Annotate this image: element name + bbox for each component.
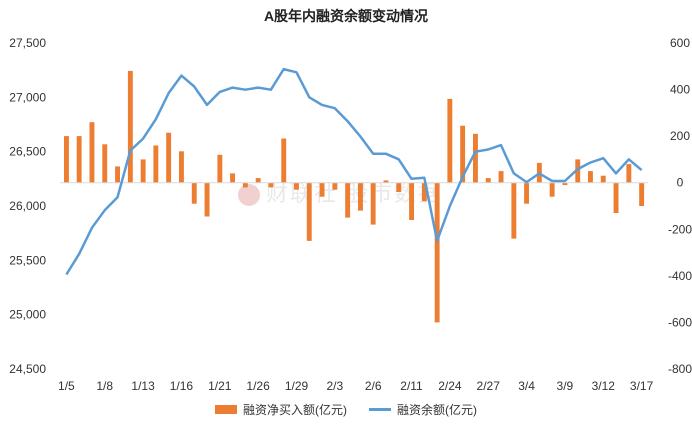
right-tick-label: 0 (677, 176, 684, 190)
bar-36 (524, 182, 529, 204)
bar-32 (473, 133, 478, 183)
x-tick-label: 2/6 (365, 379, 382, 393)
left-tick-label: 25,000 (9, 308, 46, 322)
bar-35 (511, 182, 517, 239)
legend: 融资净买入额(亿元) 融资余额(亿元) (0, 401, 692, 418)
right-tick-label: -400 (668, 269, 692, 283)
bar-11 (204, 182, 210, 217)
bar-38 (549, 182, 555, 197)
legend-swatch-bar (215, 405, 237, 414)
bar-19 (306, 182, 312, 241)
right-axis: -800 -600 -400 -200 0 200 400 600 (668, 36, 692, 376)
bar-44 (626, 164, 632, 183)
x-tick-label: 2/24 (438, 379, 462, 393)
x-tick-label: 3/4 (518, 379, 535, 393)
left-axis: 24,500 25,000 25,500 26,000 26,500 27,000 27,5… (9, 36, 46, 376)
x-tick-label: 1/26 (246, 379, 270, 393)
bar-0 (64, 136, 69, 183)
bar-12 (217, 154, 223, 183)
right-tick-label: 600 (670, 36, 690, 50)
bar-42 (600, 175, 606, 183)
bar-2 (89, 122, 95, 183)
bar-27 (409, 182, 414, 220)
bar-3 (102, 144, 108, 183)
bar-21 (332, 182, 338, 190)
left-tick-label: 25,500 (9, 253, 46, 267)
bar-16 (268, 182, 274, 188)
bar-8 (166, 132, 172, 183)
legend-item-line: 融资余额(亿元) (369, 401, 477, 418)
bar-9 (179, 151, 184, 183)
legend-swatch-line (369, 408, 391, 411)
bar-1 (76, 136, 82, 183)
bar-17 (281, 138, 287, 183)
bar-24 (370, 182, 376, 225)
bar-5 (127, 70, 133, 183)
bar-30 (447, 98, 453, 183)
x-tick-label: 1/29 (285, 379, 309, 393)
legend-label-bar: 融资净买入额(亿元) (243, 403, 347, 417)
bar-series (64, 70, 645, 323)
bar-28 (421, 182, 427, 202)
bar-18 (294, 182, 299, 190)
bar-23 (358, 182, 363, 211)
bar-39 (562, 182, 568, 185)
right-tick-label: 400 (670, 83, 690, 97)
x-tick-label: 1/16 (170, 379, 194, 393)
right-tick-label: -800 (668, 362, 692, 376)
bar-41 (588, 171, 593, 183)
right-tick-label: 200 (670, 129, 690, 143)
x-tick-label: 3/17 (630, 379, 654, 393)
bar-26 (396, 182, 402, 192)
bar-33 (485, 178, 491, 183)
left-tick-label: 26,500 (9, 145, 46, 159)
bar-13 (230, 173, 235, 183)
x-axis: 1/5 1/8 1/13 1/16 1/21 1/26 1/29 2/3 2/6 2/11 2/24… (58, 379, 654, 393)
watermark-logo-icon (238, 184, 260, 207)
x-tick-label: 1/13 (131, 379, 155, 393)
x-tick-label: 2/11 (400, 379, 423, 393)
legend-item-bar: 融资净买入额(亿元) (215, 401, 347, 418)
x-tick-label: 1/21 (208, 379, 232, 393)
bar-45 (639, 182, 645, 206)
bar-6 (140, 159, 146, 183)
bar-4 (115, 166, 120, 183)
line-series (65, 67, 643, 276)
x-tick-label: 1/5 (58, 379, 75, 393)
bar-43 (613, 182, 619, 213)
left-tick-label: 27,500 (9, 36, 46, 50)
bar-29 (434, 182, 440, 323)
bar-22 (345, 182, 351, 218)
bar-15 (255, 178, 261, 183)
bar-31 (460, 125, 466, 183)
bar-20 (319, 182, 325, 197)
x-tick-label: 3/9 (557, 379, 574, 393)
bar-25 (383, 180, 389, 183)
x-tick-label: 2/3 (326, 379, 343, 393)
chart-title: A股年内融资余额变动情况 (263, 8, 429, 24)
x-tick-label: 1/8 (96, 379, 113, 393)
bar-10 (191, 182, 197, 204)
bar-40 (575, 159, 581, 183)
left-tick-label: 24,500 (9, 362, 46, 376)
x-tick-label: 3/12 (592, 379, 616, 393)
x-tick-label: 2/27 (477, 379, 501, 393)
bar-34 (498, 171, 504, 183)
legend-label-line: 融资余额(亿元) (397, 403, 477, 417)
bar-7 (153, 145, 159, 183)
bar-14 (242, 182, 248, 188)
right-tick-label: -600 (668, 315, 692, 329)
left-tick-label: 27,000 (9, 90, 46, 104)
right-tick-label: -200 (668, 222, 692, 236)
left-tick-label: 26,000 (9, 199, 46, 213)
